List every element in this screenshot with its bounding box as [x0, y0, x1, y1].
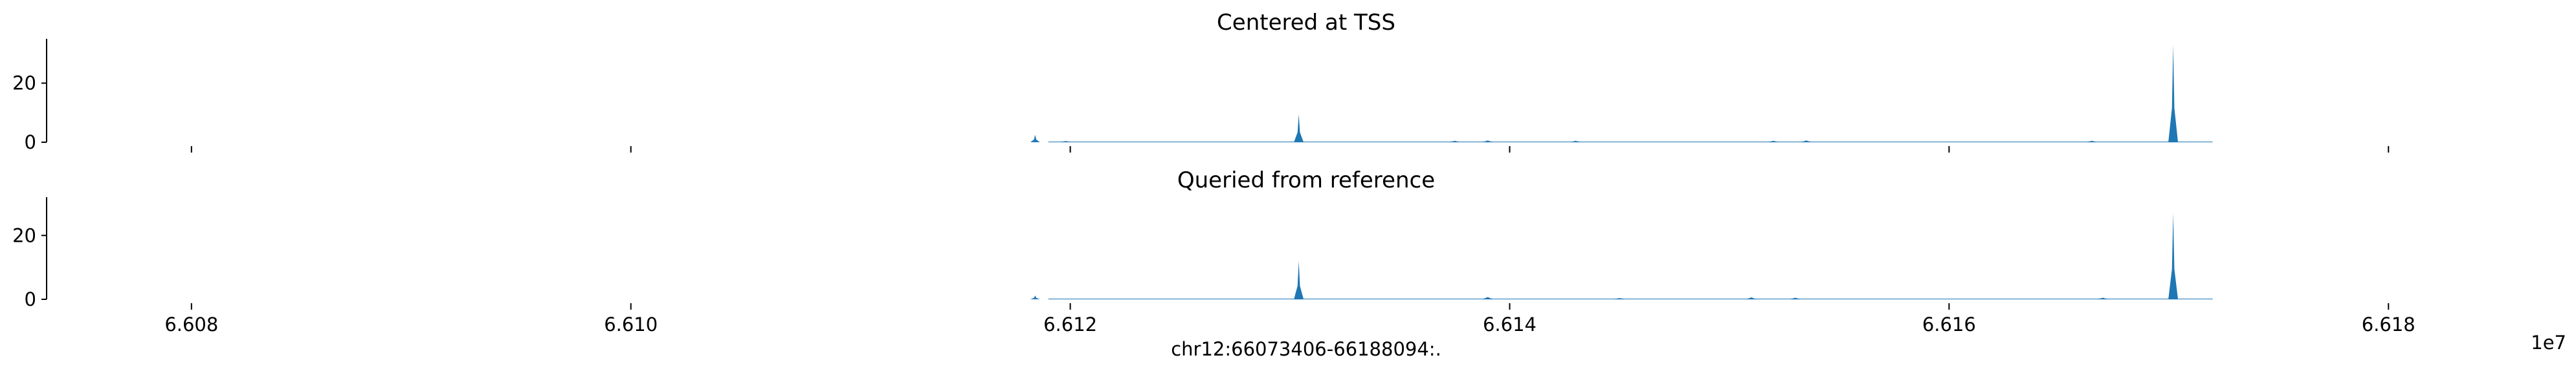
x-ticks: 6.608 6.610 6.612 6.614 6.616 6.618 [164, 303, 2415, 336]
panel-centered-at-tss: Centered at TSS 0 20 [12, 10, 2390, 153]
x-tick-label: 6.610 [604, 314, 658, 336]
y-tick-label: 20 [12, 72, 36, 94]
noise-bump [1768, 140, 1779, 142]
y-tick-label: 0 [25, 288, 36, 310]
panel-title: Centered at TSS [1217, 10, 1395, 36]
noise-bump [1060, 141, 1071, 142]
signal-peak [2168, 45, 2179, 143]
noise-bump [1801, 140, 1812, 142]
x-axis-label: chr12:66073406-66188094:. [1171, 338, 1441, 360]
signal-peak [1294, 261, 1304, 299]
y-ticks: 0 20 [12, 72, 47, 153]
x-tick-label: 6.618 [2362, 314, 2415, 336]
signal-peak [1294, 114, 1304, 142]
x-tick-label: 6.616 [1922, 314, 1976, 336]
signal-peak [2168, 213, 2179, 299]
x-tick-label: 6.612 [1043, 314, 1097, 336]
noise-bump [1482, 297, 1493, 299]
y-ticks: 0 20 [12, 224, 47, 310]
x-ticks [190, 146, 2390, 153]
noise-bump [1449, 140, 1460, 142]
noise-bump [2087, 140, 2098, 142]
noise-bump [1570, 140, 1581, 142]
noise-bump [1482, 140, 1493, 142]
noise-bump [1790, 297, 1801, 299]
x-tick-label: 6.614 [1483, 314, 1537, 336]
noise-bump [1614, 298, 1625, 299]
signal-peak [1030, 295, 1040, 299]
series-area [1030, 45, 2213, 143]
x-tick-label: 6.608 [164, 314, 218, 336]
y-tick-label: 20 [12, 224, 36, 246]
x-offset-label: 1e7 [2531, 332, 2566, 354]
noise-bump [2097, 297, 2108, 299]
noise-bump [1746, 297, 1757, 299]
panel-title: Queried from reference [1177, 167, 1435, 193]
series-area [1030, 213, 2213, 300]
y-tick-label: 0 [25, 131, 36, 153]
signal-peak [1030, 134, 1040, 142]
panel-queried-from-reference: Queried from reference 020 6.608 6.610 6.6… [12, 167, 2566, 360]
